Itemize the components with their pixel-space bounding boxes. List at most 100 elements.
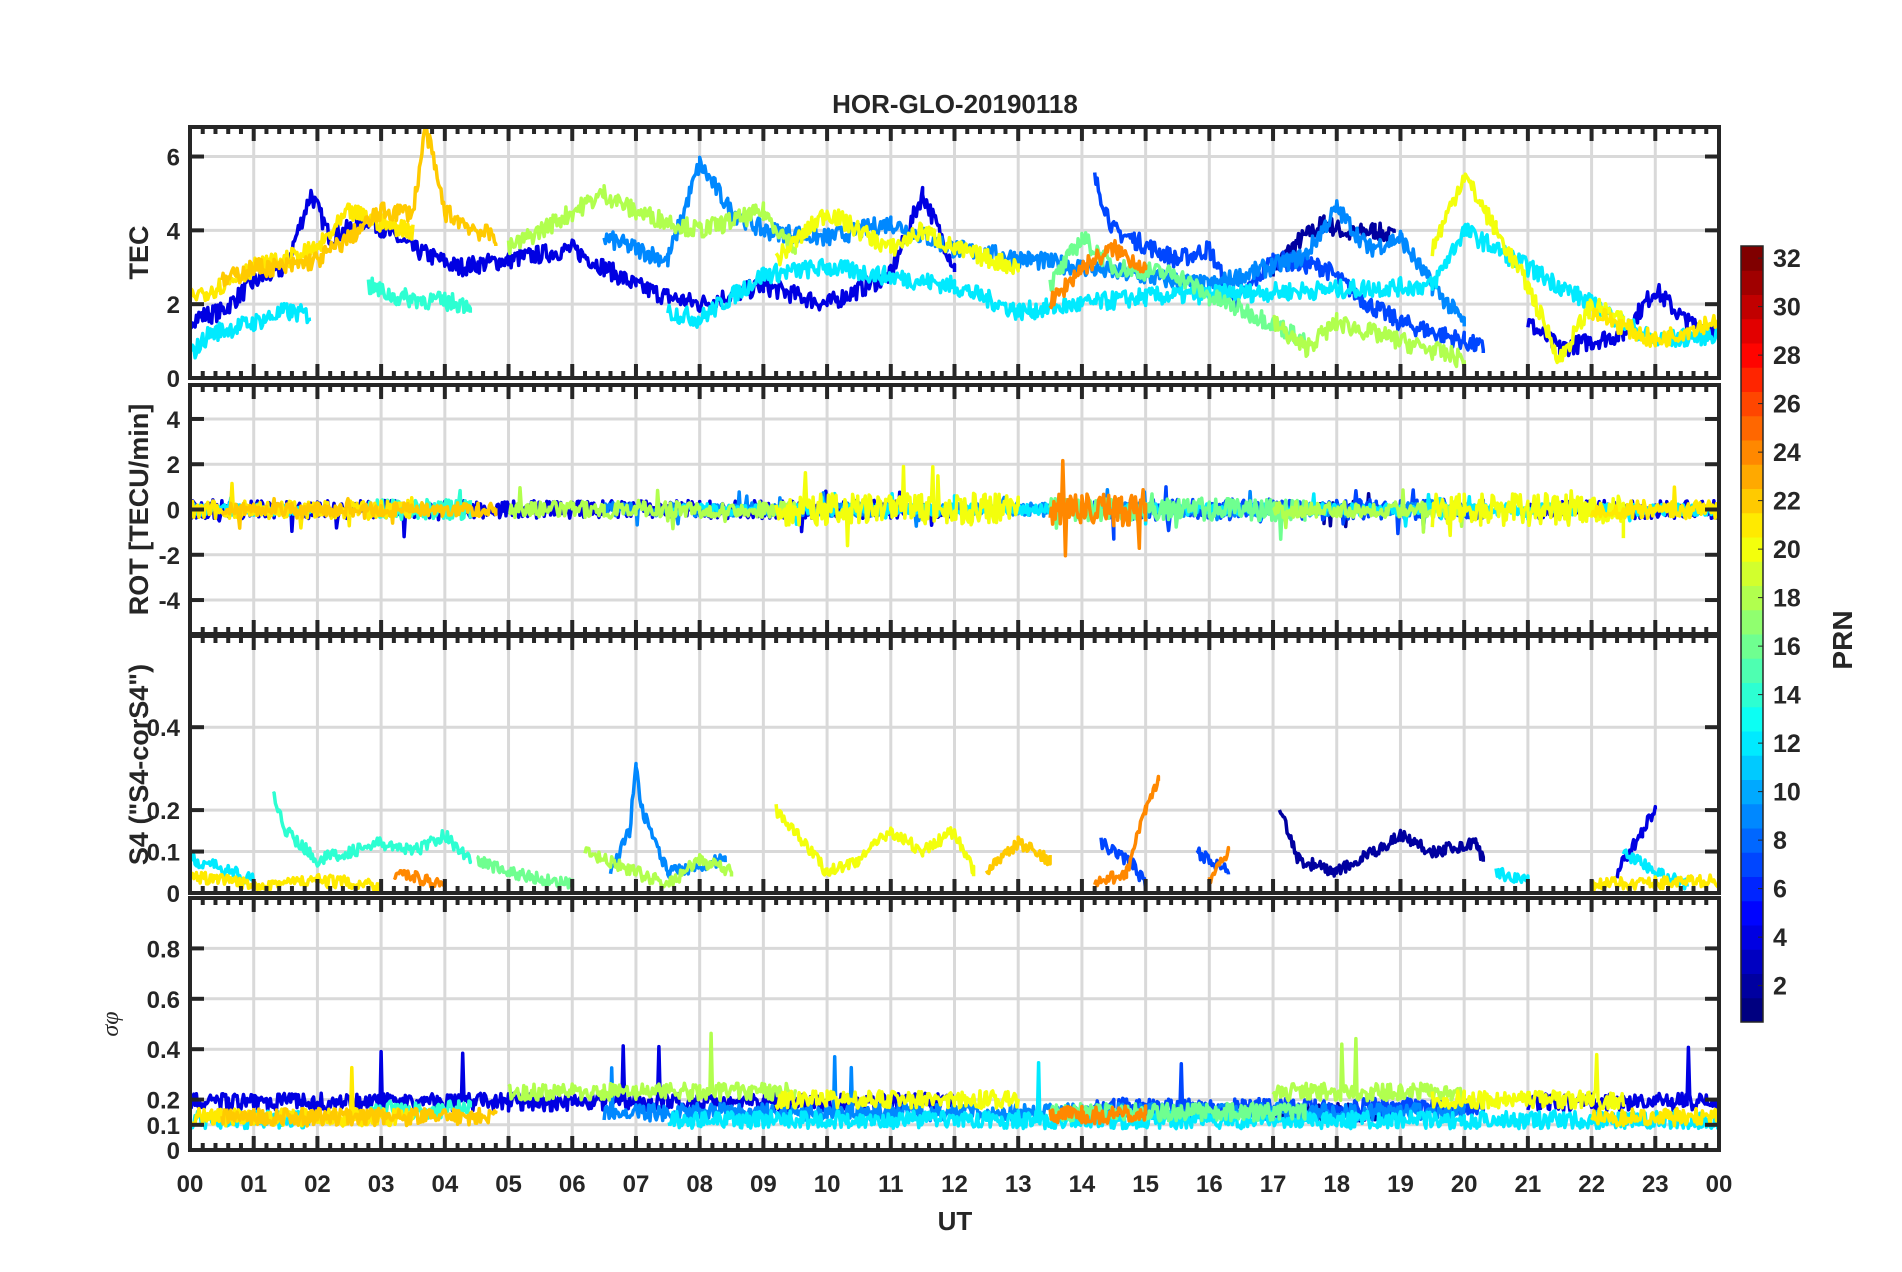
series-line-prn-12 (1494, 866, 1530, 885)
colorbar-tick-label: 28 (1773, 342, 1801, 370)
series-line-prn-21 (1590, 1106, 1719, 1128)
x-tick-labels: 00 01 02 03 04 05 06 07 08 09 10 11 12 13 14 15 16 17 18 19… (177, 1171, 1733, 1198)
series-line-prn-2 (1277, 809, 1486, 878)
colorbar-tick-label: 16 (1773, 633, 1801, 661)
x-tick-label: 07 (623, 1171, 650, 1198)
y-tick-label: 2 (167, 452, 180, 479)
series-line-prn-24 (1048, 238, 1148, 310)
series-line-prn-20 (774, 208, 1020, 276)
colorbar-swatch (1741, 755, 1763, 780)
y-axis-label: S4 ("S4-corS4") (124, 664, 154, 865)
series-line-prn-20 (1430, 1052, 1626, 1111)
y-tick-label: 0.6 (147, 987, 180, 1014)
x-tick-label: 01 (240, 1171, 267, 1198)
x-tick-label: 05 (495, 1171, 522, 1198)
colorbar-tick-label: 30 (1773, 294, 1801, 322)
x-tick-label: 19 (1387, 1171, 1414, 1198)
series-line-prn-14 (366, 276, 473, 315)
series-line-prn-9 (608, 761, 727, 879)
panel-s4: 0 0.1 0.2 0.4S4 ("S4-corS4") (124, 634, 1721, 908)
colorbar-swatch (1741, 803, 1763, 829)
colorbar-swatch (1741, 488, 1763, 514)
y-tick-label: 0 (167, 1138, 180, 1165)
series-line-prn-21 (1590, 307, 1719, 348)
series-line-prn-24 (1093, 774, 1161, 888)
y-tick-label: 0.2 (147, 798, 180, 825)
y-tick-label: -4 (159, 588, 181, 615)
series-line-prn-12 (190, 301, 312, 360)
colorbar-swatch (1741, 561, 1763, 586)
series-line-prn-18 (583, 846, 734, 889)
series-line-prn-16 (1048, 492, 1307, 541)
x-tick-label: 06 (559, 1171, 586, 1198)
series-line-prn-18 (1272, 312, 1466, 370)
colorbar-swatch (1741, 634, 1763, 659)
colorbar-swatch (1741, 876, 1763, 902)
colorbar-swatch (1741, 464, 1763, 489)
x-tick-label: 15 (1132, 1171, 1159, 1198)
panel-sigma: 00.10.2 0.4 0.6 0.8 σφ (98, 896, 1721, 1165)
x-tick-label: 09 (750, 1171, 777, 1198)
x-tick-label: 12 (941, 1171, 968, 1198)
colorbar-tick-label: 18 (1773, 585, 1801, 613)
colorbar-swatch (1741, 270, 1763, 295)
series-line-prn-24 (1048, 1104, 1148, 1126)
series-line-prn-4 (1615, 804, 1658, 879)
y-tick-label: -2 (159, 543, 180, 570)
colorbar-swatch (1741, 706, 1763, 732)
series-line-prn-9 (602, 155, 1466, 327)
y-tick-label: 0.8 (147, 936, 180, 963)
x-tick-label: 08 (686, 1171, 713, 1198)
series-line-prn-22 (220, 1106, 498, 1128)
series-line-prn-4 (190, 185, 957, 330)
x-tick-label: 18 (1323, 1171, 1350, 1198)
x-tick-label: 04 (431, 1171, 458, 1198)
y-tick-label: 0.1 (147, 840, 180, 867)
colorbar-tick-label: 32 (1773, 245, 1801, 273)
y-axis-label: σφ (98, 1011, 124, 1036)
x-tick-label: 00 (1706, 1171, 1733, 1198)
x-tick-label: 17 (1260, 1171, 1287, 1198)
colorbar-swatch (1741, 391, 1763, 417)
panel-rot: -4 -2 0 2 4 ROT [TECU/min] (124, 383, 1721, 636)
series-line-prn-18 (508, 486, 797, 531)
x-tick-label: 03 (368, 1171, 395, 1198)
colorbar-tick-label: 22 (1773, 488, 1801, 516)
colorbar-swatch (1741, 343, 1763, 368)
series-line-prn-18 (507, 1031, 797, 1103)
x-tick-label: 02 (304, 1171, 331, 1198)
colorbar-swatch (1741, 415, 1763, 441)
colorbar-swatch (1741, 997, 1763, 1023)
series-line-prn-24 (1048, 458, 1148, 558)
y-tick-label: 2 (167, 292, 180, 319)
series-line-prn-22 (221, 496, 498, 530)
x-tick-label: 21 (1515, 1171, 1542, 1198)
x-tick-label: 11 (878, 1171, 903, 1198)
y-tick-label: 4 (167, 218, 181, 245)
colorbar-swatch (1741, 731, 1763, 756)
y-tick-label: 0 (167, 498, 180, 525)
colorbar-swatch (1741, 585, 1763, 611)
series-line-prn-7 (1099, 837, 1148, 892)
colorbar-swatch (1741, 852, 1763, 877)
series-line-prn-20 (774, 464, 1020, 548)
colorbar-tick-label: 14 (1773, 682, 1801, 710)
y-tick-label: 4 (167, 407, 181, 434)
series-line-prn-21 (190, 481, 415, 530)
colorbar-swatch (1741, 294, 1763, 320)
colorbar-tick-label: 20 (1773, 536, 1801, 564)
colorbar-swatch (1741, 828, 1763, 853)
colorbar-swatch (1741, 973, 1763, 999)
colorbar-swatch (1741, 658, 1763, 683)
colorbar-swatch (1741, 682, 1763, 708)
x-tick-label: 22 (1578, 1171, 1605, 1198)
x-tick-label: 10 (814, 1171, 841, 1198)
colorbar-swatch (1741, 367, 1763, 392)
colorbar-swatch (1741, 779, 1763, 805)
x-tick-label: 13 (1005, 1171, 1032, 1198)
x-tick-label: 00 (177, 1171, 204, 1198)
colorbar-tick-label: 6 (1773, 876, 1787, 904)
colorbar-swatch (1741, 925, 1763, 950)
